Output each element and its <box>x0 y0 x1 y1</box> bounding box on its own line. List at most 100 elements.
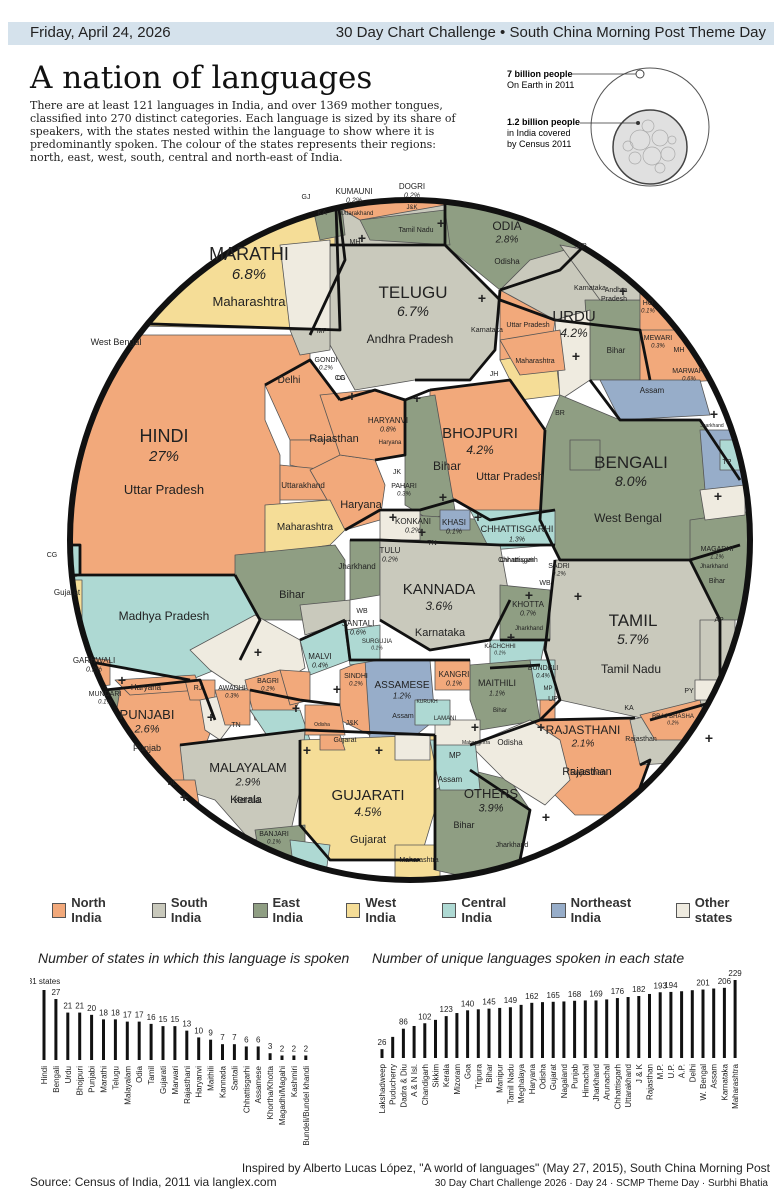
legend-swatch <box>346 902 361 918</box>
language-name: BUNDELI <box>528 665 558 672</box>
state-label: MP <box>449 751 461 760</box>
state-label: CG <box>335 375 346 382</box>
bar1-mark-bundeli-bundel-khandi <box>304 1055 308 1060</box>
language-name: MEWARI <box>644 335 673 342</box>
bar2-category-label: Chandigarh <box>421 1064 430 1105</box>
bar2-value-label: 86 <box>399 1018 408 1027</box>
language-border <box>469 716 636 747</box>
bar2-category-label: Bihar <box>485 1064 494 1083</box>
bar1-value-label: 16 <box>147 1013 156 1022</box>
bar2-mark-puducherry <box>391 1036 395 1058</box>
legend-swatch <box>52 902 67 918</box>
state-tile-north <box>334 200 446 221</box>
bar2-mark-uttarakhand <box>626 997 630 1058</box>
legend-label: Other states <box>694 895 733 925</box>
language-name: BENGALI <box>594 453 668 472</box>
plus-marker: + <box>418 524 426 540</box>
state-label: Maharashtra <box>277 522 334 533</box>
languages-per-state-chart: 26 Lakshadweep Puducherry 86 Dadra & Diu A & … <box>378 970 743 1113</box>
language-name: KACHCHHI <box>484 644 516 650</box>
bar2-category-label: Haryana <box>528 1063 537 1094</box>
language-name: OTHERS <box>464 786 519 801</box>
state-tile-northeast <box>599 379 711 421</box>
language-label-others: OTHERS 3.9% Bihar <box>453 786 518 830</box>
state-label: Haryana <box>340 499 382 511</box>
world-circle <box>590 67 710 187</box>
language-border <box>554 318 652 381</box>
language-name: DOGRI <box>399 182 425 191</box>
language-share: 0.4% <box>312 662 328 669</box>
state-label: Odisha <box>494 257 520 266</box>
bar2-value-label: 194 <box>664 981 678 990</box>
state-tile-other <box>469 719 571 806</box>
bar2-value-label: 149 <box>504 996 518 1005</box>
bar1-value-label: 9 <box>208 1029 213 1038</box>
state-label: KURUKH <box>416 699 438 705</box>
state-label: TP <box>723 459 732 466</box>
bar2-value-label: 165 <box>547 991 561 1000</box>
bar1-value-label: 18 <box>111 1008 120 1017</box>
bar2-mark-rajasthan <box>648 993 651 1058</box>
state-label: Assam <box>438 775 463 784</box>
language-share: 3.6% <box>425 599 453 613</box>
language-name: BRAJ BHASHA <box>652 714 694 720</box>
state-label: Jharkhand <box>700 564 728 570</box>
language-share: 4.2% <box>466 443 494 457</box>
state-label: GJ <box>302 194 311 201</box>
state-label: Gujarat <box>54 588 81 597</box>
bar2-category-label: A.P. <box>678 1064 687 1078</box>
language-border <box>379 599 512 652</box>
bar1-value-label: 3 <box>268 1042 273 1051</box>
language-share: 8.0% <box>615 473 647 489</box>
language-share: 0.1% <box>371 645 383 651</box>
language-share: 0.3% <box>225 693 239 699</box>
bar2-category-label: Arunachal <box>603 1064 612 1100</box>
language-label-ho: HO0.1% <box>641 300 655 314</box>
language-name: SURGUJIA <box>362 639 392 645</box>
bar2-category-label: U.P. <box>667 1064 676 1079</box>
language-name: HARYANVI <box>368 416 408 425</box>
state-label: Bihar <box>433 459 461 473</box>
state-tile-northeast <box>439 509 471 531</box>
bar2-mark-punjab <box>573 1000 577 1058</box>
bar1-value-label: 10 <box>194 1026 203 1035</box>
language-label-maithili: MAITHILI 1.1% Bihar <box>478 678 516 714</box>
bar1-category-label: Hindi <box>40 1066 49 1084</box>
state-label: Uttar Pradesh <box>124 482 204 497</box>
language-name: HINDI <box>140 426 189 446</box>
state-label: Delhi <box>278 375 301 386</box>
state-tile-east <box>469 659 541 731</box>
plus-marker: + <box>542 809 550 825</box>
state-label: WB <box>356 608 368 615</box>
plus-marker: + <box>389 509 397 525</box>
bar2-category-label: Delhi <box>688 1064 697 1082</box>
bar1-category-label: Punjabi <box>88 1066 97 1093</box>
language-border <box>469 768 532 861</box>
legend-label: East India <box>272 895 303 925</box>
language-border <box>539 559 562 721</box>
bar1-value-label: 27 <box>51 988 60 997</box>
state-label: MP <box>317 328 328 335</box>
state-label: Kerala <box>234 795 260 805</box>
language-share: 0.1% <box>267 839 281 845</box>
bar1-mark-telugu <box>113 1019 117 1060</box>
bar1-mark-malayalam <box>125 1021 129 1060</box>
language-label-chhattisgarhi: CHHATTISGARHI 1.3% Chhattisgarh <box>481 524 554 564</box>
bar2-mark-chandigarh <box>423 1023 427 1058</box>
legend-swatch <box>551 902 566 918</box>
language-share: 0.6% <box>682 376 696 382</box>
state-label: RJ <box>194 685 203 692</box>
plus-marker: + <box>478 290 486 306</box>
bar1-value-label: 2 <box>280 1044 285 1053</box>
bar2-value-label: 201 <box>696 979 710 988</box>
bar2-category-label: M.P. <box>656 1064 665 1079</box>
bar2-mark-a-p <box>680 991 684 1058</box>
legend-item-northeast-india: Northeast India <box>551 895 659 925</box>
